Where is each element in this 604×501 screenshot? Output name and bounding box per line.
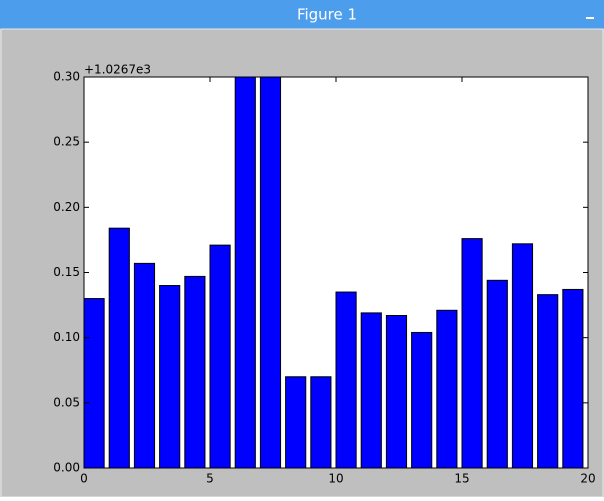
bar [234, 77, 256, 468]
bar [84, 298, 105, 468]
bar [310, 376, 332, 468]
bar [436, 309, 458, 468]
y-tick-label: 0.20 [53, 200, 80, 214]
bar [511, 243, 534, 468]
bar [411, 331, 433, 468]
offset-label: +1.0267e3 [84, 63, 151, 77]
window-title: Figure 1 [297, 6, 357, 24]
bar [461, 238, 483, 468]
bar [486, 279, 508, 468]
bar [537, 294, 559, 468]
y-tick-label: 0.05 [53, 395, 80, 409]
bar [285, 376, 307, 468]
y-tick-label: 0.25 [53, 135, 80, 149]
y-tick-label: 0.10 [53, 330, 80, 344]
title-bar [0, 0, 604, 29]
bar [562, 288, 584, 468]
bar [159, 285, 181, 468]
y-tick-label: 0.00 [53, 461, 80, 475]
bar [360, 312, 382, 468]
bar [184, 275, 206, 468]
x-tick-label: 10 [328, 472, 343, 486]
x-tick-label: 0 [80, 472, 88, 486]
minimize-button[interactable] [586, 17, 594, 19]
bar [385, 315, 408, 468]
bar [335, 291, 357, 468]
bar [259, 77, 282, 468]
y-tick-label: 0.30 [53, 70, 80, 84]
y-tick-label: 0.15 [53, 265, 80, 279]
bar [133, 262, 156, 468]
bar [108, 227, 130, 468]
bar [209, 244, 231, 468]
x-tick-label: 20 [580, 472, 595, 486]
x-tick-label: 5 [206, 472, 214, 486]
x-tick-label: 15 [454, 472, 469, 486]
